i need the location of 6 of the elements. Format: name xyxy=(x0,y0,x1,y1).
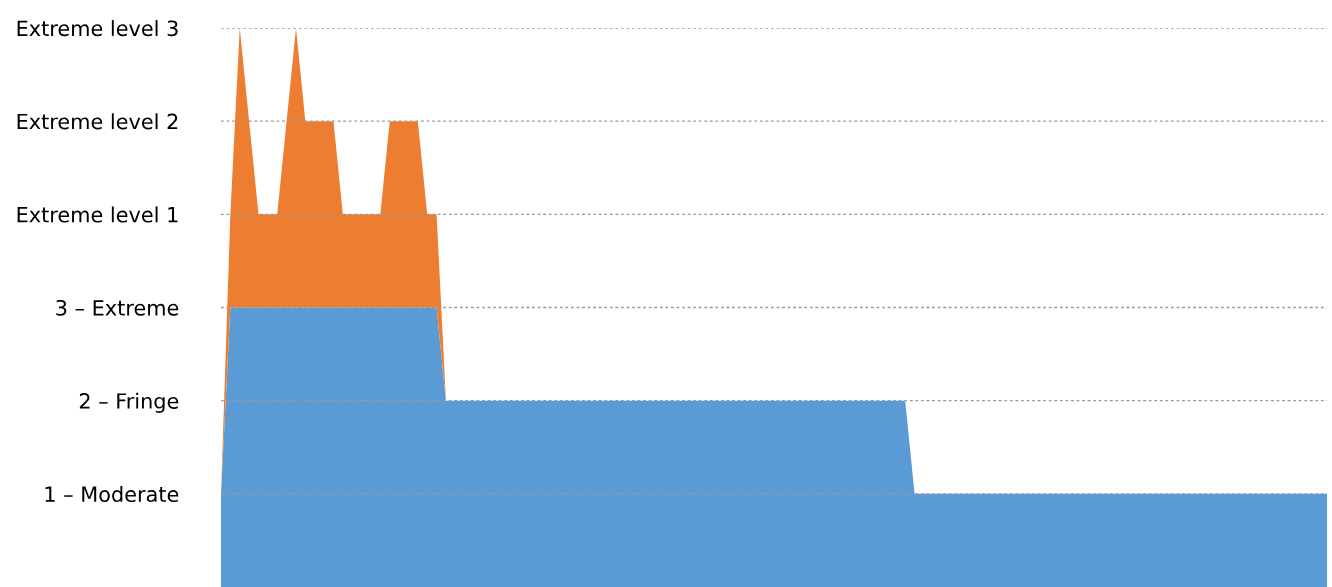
y-tick-label: Extreme level 1 xyxy=(17,206,178,223)
y-tick-label: 3 – Extreme xyxy=(56,299,179,316)
y-tick-label: Extreme level 2 xyxy=(17,113,178,130)
y-tick-label: 1 – Moderate xyxy=(45,485,179,503)
y-tick-label: 2 – Fringe xyxy=(79,392,179,413)
y-tick-label: Extreme level 3 xyxy=(17,20,178,37)
